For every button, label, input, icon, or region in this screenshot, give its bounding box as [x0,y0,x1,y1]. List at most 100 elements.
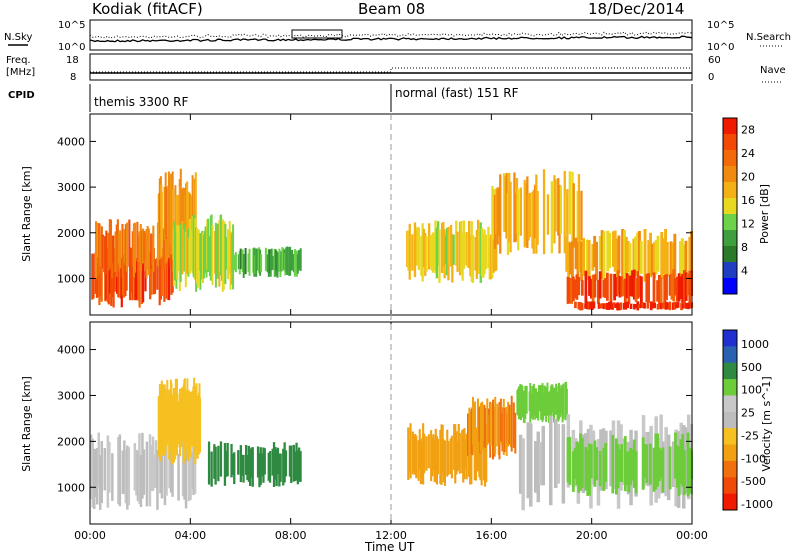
heatmap-cell [418,429,421,470]
heatmap-cell [272,442,276,487]
heatmap-cell [496,187,499,245]
heatmap-cell [631,270,634,297]
heatmap-cell [578,235,582,272]
heatmap-cell [232,224,235,290]
heatmap-cell [585,239,589,281]
heatmap-cell [435,227,438,279]
heatmap-cell [197,229,200,271]
heatmap-cell [477,219,480,274]
heatmap-cell [526,422,530,499]
heatmap-cell [224,223,227,285]
heatmap-cell [283,442,286,483]
heatmap-cell [263,448,266,475]
nave-trace [90,67,692,73]
heatmap-cell [539,442,543,486]
heatmap-cell [183,448,186,500]
heatmap-cell [524,183,528,246]
heatmap-cell [138,262,141,308]
heatmap-cell [415,435,418,479]
heatmap-cell [187,390,190,450]
heatmap-cell [671,242,675,283]
heatmap-cell [123,229,126,263]
heatmap-cell [613,230,617,272]
heatmap-cell [461,233,464,281]
heatmap-cell [440,424,443,485]
heatmap-cell [506,193,510,256]
heatmap-cell [684,272,688,301]
heatmap-cell [190,230,192,272]
heatmap-cell [156,450,159,510]
heatmap-cell [133,443,137,491]
noise-tick-top: 10^5 [58,20,85,31]
y-tick-label: 1000 [57,481,85,494]
heatmap-cell [458,433,461,474]
heatmap-cell [211,224,214,286]
freq-panel-frame [89,53,693,81]
heatmap-cell [103,448,106,491]
heatmap-cell [111,453,114,501]
heatmap-cell [425,436,428,471]
heatmap-cell [538,385,541,412]
heatmap-cell [255,248,258,277]
heatmap-cell [117,233,120,265]
heatmap-cell [108,255,112,294]
heatmap-cell [632,269,636,300]
heatmap-cell [614,303,618,308]
heatmap-cell [183,188,186,238]
heatmap-cell [585,301,589,310]
heatmap-cell [677,447,681,496]
heatmap-cell [140,230,143,265]
heatmap-cell [150,233,153,269]
heatmap-cell [688,270,692,304]
heatmap-cell [462,429,465,483]
heatmap-cell [187,437,191,502]
heatmap-cell [151,436,155,491]
heatmap-cell [502,173,506,232]
heatmap-cell [589,444,593,479]
heatmap-cell [210,451,213,487]
heatmap-cell [446,429,449,477]
heatmap-cell [663,301,667,310]
heatmap-cell [489,234,493,280]
freq-label-line2: [MHz] [6,67,35,78]
heatmap-cell [242,454,245,483]
heatmap-cell [140,251,143,304]
heatmap-cell [656,235,660,272]
heatmap-cell [589,301,592,310]
heatmap-cell [166,396,169,439]
heatmap-cell [668,301,672,311]
heatmap-cell [616,302,619,311]
heatmap-cell [519,187,522,236]
heatmap-cell [430,430,433,482]
heatmap-cell [478,436,481,478]
heatmap-cell [294,451,297,481]
heatmap-cell [659,277,663,304]
heatmap-cell [684,240,688,273]
heatmap-cell [199,233,202,290]
heatmap-cell [159,439,162,494]
heatmap-cell [646,301,650,309]
heatmap-cell [286,246,289,275]
heatmap-cell [636,270,640,299]
colorbar-swatch [723,330,737,347]
heatmap-cell [505,173,508,239]
heatmap-cell [461,430,464,474]
heatmap-cell [665,274,668,301]
colorbar-swatch [723,395,737,413]
heatmap-cell [674,277,677,296]
freq-tick-top: 18 [66,55,79,66]
nsky-label: N.Sky [4,32,32,43]
heatmap-cell [450,435,453,479]
heatmap-cell [151,233,154,266]
heatmap-cell [565,236,569,272]
heatmap-cell [260,254,263,273]
heatmap-cell [580,302,584,311]
heatmap-cell [577,443,581,493]
heatmap-cell [559,185,562,235]
heatmap-cell [664,229,667,281]
heatmap-cell [688,447,692,494]
colorbar-swatch [723,166,737,183]
heatmap-cell [421,442,424,484]
colorbar-tick: -1000 [741,498,773,511]
heatmap-cell [93,448,96,509]
